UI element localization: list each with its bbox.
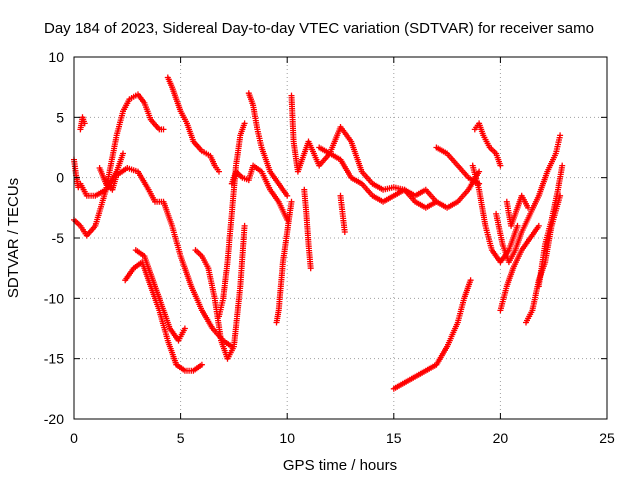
series-arc10 xyxy=(216,120,248,320)
series-arc7 xyxy=(132,247,188,344)
data-point xyxy=(288,198,295,205)
plot-frame xyxy=(73,56,608,420)
series-arc23 xyxy=(497,222,542,314)
data-point xyxy=(559,162,566,169)
x-tick-label: 15 xyxy=(386,430,402,446)
series-arc9 xyxy=(192,222,248,362)
series-arc12 xyxy=(245,90,291,199)
y-tick-label: -5 xyxy=(52,230,65,246)
y-tick-label: 10 xyxy=(48,49,64,65)
x-tick-label: 0 xyxy=(70,430,78,446)
data-point xyxy=(497,162,504,169)
data-point xyxy=(120,150,126,157)
series-arc22 xyxy=(493,132,564,266)
data-point xyxy=(241,222,248,229)
data-point xyxy=(525,204,532,211)
data-point xyxy=(514,222,521,229)
y-axis-title: SDTVAR / TECUs xyxy=(5,178,22,298)
data-point xyxy=(81,120,88,127)
series-arc13 xyxy=(273,198,295,326)
series-arc6 xyxy=(122,259,205,374)
data-point xyxy=(216,168,222,175)
series-arc2 xyxy=(71,156,82,191)
series-arc3 xyxy=(77,114,88,133)
series-arc17 xyxy=(337,192,348,235)
data-point xyxy=(181,325,188,332)
series-arc15 xyxy=(301,186,314,272)
grid xyxy=(74,57,607,419)
data-point xyxy=(198,361,205,368)
series-arc5 xyxy=(96,165,235,350)
data-point xyxy=(284,192,291,199)
y-tick-label: 0 xyxy=(56,170,64,186)
y-tick-label: -20 xyxy=(44,411,64,427)
data-point xyxy=(241,120,248,127)
x-tick-label: 5 xyxy=(177,430,185,446)
data-point xyxy=(307,265,314,272)
series-arc20 xyxy=(471,120,504,169)
series-arc24 xyxy=(503,192,532,229)
x-tick-label: 10 xyxy=(279,430,295,446)
x-tick-label: 25 xyxy=(599,430,615,446)
data-point xyxy=(341,229,348,235)
series-arc18 xyxy=(390,277,474,392)
y-tick-label: -15 xyxy=(44,351,64,367)
data-point xyxy=(535,222,542,229)
series-arc21 xyxy=(469,162,521,266)
chart-title: Day 184 of 2023, Sidereal Day-to-day VTE… xyxy=(44,20,594,37)
series-arc1 xyxy=(71,91,167,239)
y-tick-label: 5 xyxy=(56,109,64,125)
series-arc26 xyxy=(535,162,566,290)
data-points xyxy=(71,74,566,392)
y-tick-label: -10 xyxy=(44,290,64,306)
axes: 0 5 10 15 20 25 -20 -15 -10 -5 0 5 10 xyxy=(44,49,615,446)
x-axis-title: GPS time / hours xyxy=(283,457,397,474)
data-point xyxy=(467,277,474,284)
data-point xyxy=(160,126,167,133)
series-arc16 xyxy=(316,124,483,211)
x-tick-label: 20 xyxy=(493,430,509,446)
series-arc11 xyxy=(228,162,291,223)
data-point xyxy=(557,132,564,139)
series-arc8 xyxy=(164,74,222,175)
